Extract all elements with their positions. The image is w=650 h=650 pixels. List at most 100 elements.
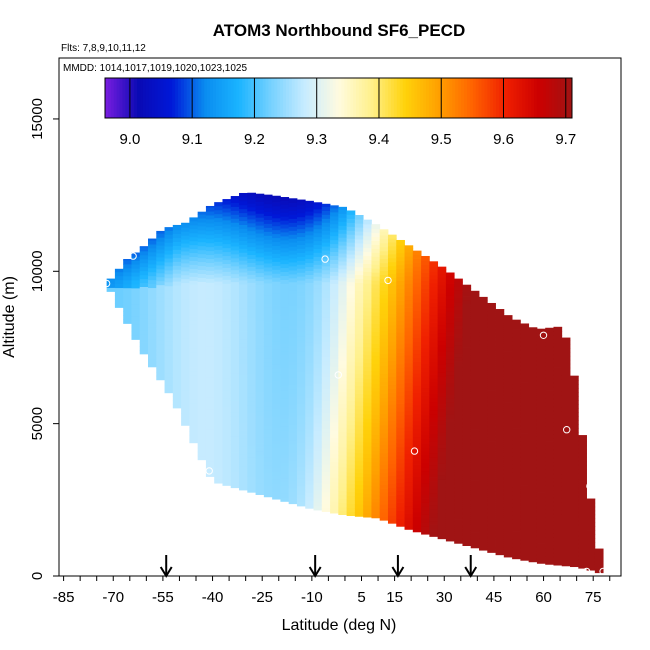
heatmap-cell (454, 404, 463, 410)
heatmap-cell (305, 234, 314, 240)
heatmap-cell (263, 488, 273, 494)
heatmap-cell (454, 289, 463, 295)
heatmap-cell (594, 564, 604, 570)
colorbar-swatch (312, 78, 316, 118)
heatmap-cell (363, 342, 372, 348)
heatmap-cell (272, 348, 281, 353)
heatmap-cell (205, 472, 215, 477)
heatmap-cell (421, 379, 430, 385)
heatmap-cell (305, 425, 314, 430)
heatmap-cell (305, 333, 314, 339)
heatmap-cell (412, 325, 422, 331)
heatmap-cell (189, 422, 199, 428)
heatmap-cell (570, 463, 579, 468)
heatmap-cell (437, 451, 447, 456)
heatmap-cell (354, 377, 364, 383)
heatmap-cell (338, 502, 347, 508)
heatmap-cell (189, 331, 199, 337)
colorbar-swatch (449, 78, 453, 118)
heatmap-cell (553, 347, 563, 352)
heatmap-cell (272, 269, 281, 274)
heatmap-cell (222, 426, 232, 431)
heatmap-cell (222, 410, 232, 415)
heatmap-cell (387, 249, 397, 255)
heatmap-cell (536, 448, 546, 453)
heatmap-cell (205, 345, 215, 351)
heatmap-cell (239, 311, 248, 317)
heatmap-cell (346, 277, 356, 283)
heatmap-cell (263, 211, 273, 217)
heatmap-cell (437, 427, 447, 433)
heatmap-cell (445, 311, 455, 316)
heatmap-cell (205, 254, 215, 260)
heatmap-cell (255, 470, 265, 476)
heatmap-cell (495, 483, 505, 488)
heatmap-cell (437, 408, 447, 413)
heatmap-cell (387, 372, 397, 378)
heatmap-cell (454, 432, 463, 437)
heatmap-cell (330, 299, 339, 304)
heatmap-cell (479, 526, 488, 531)
heatmap-cell (421, 284, 430, 289)
heatmap-cell (462, 529, 472, 535)
heatmap-cell (338, 324, 347, 329)
heatmap-cell (512, 408, 521, 413)
heatmap-cell (214, 352, 223, 357)
heatmap-cell (354, 393, 364, 398)
heatmap-cell (214, 415, 223, 421)
heatmap-cell (454, 428, 463, 433)
heatmap-cell (230, 238, 240, 243)
heatmap-cell (528, 347, 538, 353)
heatmap-cell (429, 294, 439, 300)
heatmap-cell (313, 490, 323, 495)
heatmap-cell (404, 256, 414, 261)
colorbar-swatch (545, 78, 550, 118)
heatmap-cell (330, 223, 339, 229)
heatmap-cell (214, 372, 223, 377)
heatmap-cell (148, 351, 157, 356)
heatmap-cell (495, 455, 505, 461)
heatmap-cell (445, 485, 455, 490)
heatmap-cell (321, 230, 331, 235)
heatmap-cell (379, 258, 389, 264)
heatmap-cell (172, 404, 182, 409)
heatmap-cell (495, 495, 505, 500)
heatmap-cell (404, 359, 414, 364)
heatmap-cell (280, 390, 290, 395)
heatmap-cell (429, 413, 439, 419)
heatmap-cell (512, 364, 521, 370)
heatmap-cell (586, 522, 596, 527)
heatmap-cell (479, 518, 488, 523)
heatmap-cell (139, 302, 149, 307)
heatmap-cell (396, 375, 405, 381)
heatmap-cell (280, 295, 290, 300)
heatmap-cell (123, 303, 132, 309)
heatmap-cell (214, 463, 223, 468)
heatmap-cell (404, 339, 414, 344)
heatmap-cell (280, 449, 290, 455)
colorbar-swatch (478, 78, 483, 118)
heatmap-cell (429, 445, 439, 450)
heatmap-cell (305, 310, 314, 315)
heatmap-cell (230, 337, 240, 342)
heatmap-cell (296, 331, 306, 337)
heatmap-cell (255, 316, 265, 321)
heatmap-cell (296, 502, 306, 507)
heatmap-cell (239, 220, 248, 225)
heatmap-cell (305, 488, 314, 493)
heatmap-cell (148, 327, 157, 332)
heatmap-cell (222, 247, 232, 253)
heatmap-cell (470, 421, 480, 426)
heatmap-cell (520, 536, 530, 541)
heatmap-cell (495, 384, 505, 389)
heatmap-cell (437, 305, 447, 310)
heatmap-cell (148, 287, 157, 293)
heatmap-cell (239, 351, 248, 356)
heatmap-cell (255, 443, 265, 448)
heatmap-cell (421, 431, 430, 436)
heatmap-cell (263, 366, 273, 371)
heatmap-cell (545, 540, 554, 545)
heatmap-cell (305, 452, 314, 458)
heatmap-cell (230, 444, 240, 449)
heatmap-cell (561, 391, 571, 396)
